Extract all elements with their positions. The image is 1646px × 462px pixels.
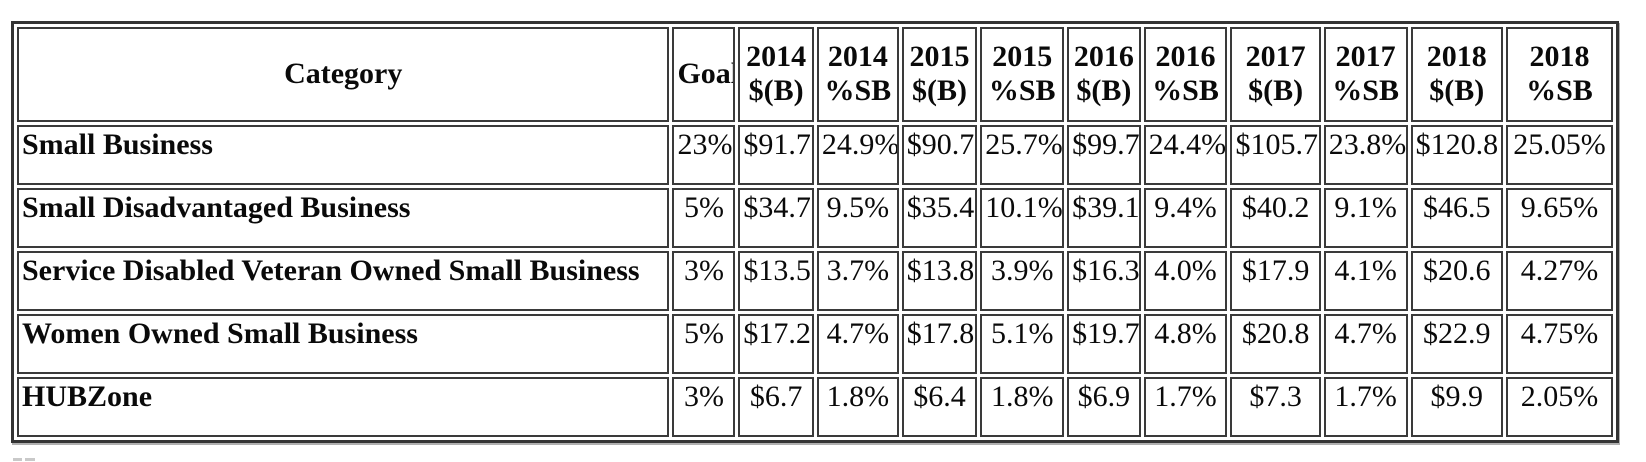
category-cell: Service Disabled Veteran Owned Small Bus… — [17, 251, 670, 311]
value-cell: $20.6 — [1410, 251, 1503, 311]
value-cell: $6.9 — [1067, 377, 1141, 437]
value-cell: 1.7% — [1143, 377, 1228, 437]
value-cell: $40.2 — [1230, 188, 1321, 248]
value-cell: $39.1 — [1067, 188, 1141, 248]
value-cell: $13.8 — [901, 251, 978, 311]
col-header-2014-pct-sb: 2014 %SB — [816, 27, 899, 122]
category-cell: Women Owned Small Business — [17, 314, 670, 374]
value-cell: $7.3 — [1230, 377, 1321, 437]
col-header-2017-pct-sb: 2017 %SB — [1323, 27, 1408, 122]
value-cell: 25.7% — [980, 125, 1065, 185]
value-cell: 9.5% — [816, 188, 899, 248]
goal-cell: 23% — [672, 125, 736, 185]
value-cell: $20.8 — [1230, 314, 1321, 374]
value-cell: 9.4% — [1143, 188, 1228, 248]
value-cell: 1.7% — [1323, 377, 1408, 437]
value-cell: 4.0% — [1143, 251, 1228, 311]
value-cell: 24.4% — [1143, 125, 1228, 185]
value-cell: $22.9 — [1410, 314, 1503, 374]
value-cell: 1.8% — [816, 377, 899, 437]
value-cell: 10.1% — [980, 188, 1065, 248]
header-row: Category Goal 2014 $(B) 2014 %SB 2015 $(… — [17, 27, 1613, 122]
clipped-text-fragment — [13, 458, 37, 461]
value-cell: 25.05% — [1505, 125, 1613, 185]
value-cell: 9.1% — [1323, 188, 1408, 248]
col-header-2018-pct-sb: 2018 %SB — [1505, 27, 1613, 122]
table-row-service-disabled-veteran-owned-small-business: Service Disabled Veteran Owned Small Bus… — [17, 251, 1613, 311]
value-cell: $46.5 — [1410, 188, 1503, 248]
table-row-hubzone: HUBZone 3% $6.7 1.8% $6.4 1.8% $6.9 1.7%… — [17, 377, 1613, 437]
goal-cell: 5% — [672, 314, 736, 374]
table-row-women-owned-small-business: Women Owned Small Business 5% $17.2 4.7%… — [17, 314, 1613, 374]
value-cell: $120.8 — [1410, 125, 1503, 185]
value-cell: 5.1% — [980, 314, 1065, 374]
goal-cell: 5% — [672, 188, 736, 248]
col-header-2017-dollars: 2017 $(B) — [1230, 27, 1321, 122]
value-cell: $17.2 — [738, 314, 814, 374]
value-cell: 4.8% — [1143, 314, 1228, 374]
small-business-goals-table: Category Goal 2014 $(B) 2014 %SB 2015 $(… — [11, 21, 1619, 443]
category-cell: Small Disadvantaged Business — [17, 188, 670, 248]
col-header-2014-dollars: 2014 $(B) — [738, 27, 814, 122]
value-cell: $34.7 — [738, 188, 814, 248]
goal-cell: 3% — [672, 251, 736, 311]
value-cell: $9.9 — [1410, 377, 1503, 437]
col-header-2015-pct-sb: 2015 %SB — [980, 27, 1065, 122]
value-cell: $90.7 — [901, 125, 978, 185]
table-row-small-disadvantaged-business: Small Disadvantaged Business 5% $34.7 9.… — [17, 188, 1613, 248]
value-cell: $19.7 — [1067, 314, 1141, 374]
value-cell: $105.7 — [1230, 125, 1321, 185]
value-cell: 24.9% — [816, 125, 899, 185]
value-cell: $6.4 — [901, 377, 978, 437]
value-cell: 4.1% — [1323, 251, 1408, 311]
value-cell: 3.9% — [980, 251, 1065, 311]
table-row-small-business: Small Business 23% $91.7 24.9% $90.7 25.… — [17, 125, 1613, 185]
goal-cell: 3% — [672, 377, 736, 437]
value-cell: $6.7 — [738, 377, 814, 437]
col-header-2015-dollars: 2015 $(B) — [901, 27, 978, 122]
col-header-2016-pct-sb: 2016 %SB — [1143, 27, 1228, 122]
value-cell: $99.7 — [1067, 125, 1141, 185]
col-header-2016-dollars: 2016 $(B) — [1067, 27, 1141, 122]
value-cell: 23.8% — [1323, 125, 1408, 185]
value-cell: $17.9 — [1230, 251, 1321, 311]
value-cell: $91.7 — [738, 125, 814, 185]
col-header-goal: Goal — [672, 27, 736, 122]
value-cell: 4.7% — [1323, 314, 1408, 374]
value-cell: $35.4 — [901, 188, 978, 248]
value-cell: $16.3 — [1067, 251, 1141, 311]
value-cell: 4.75% — [1505, 314, 1613, 374]
value-cell: 3.7% — [816, 251, 899, 311]
value-cell: $17.8 — [901, 314, 978, 374]
col-header-category: Category — [17, 27, 670, 122]
value-cell: 9.65% — [1505, 188, 1613, 248]
value-cell: 4.7% — [816, 314, 899, 374]
value-cell: 4.27% — [1505, 251, 1613, 311]
col-header-2018-dollars: 2018 $(B) — [1410, 27, 1503, 122]
value-cell: 2.05% — [1505, 377, 1613, 437]
category-cell: Small Business — [17, 125, 670, 185]
value-cell: $13.5 — [738, 251, 814, 311]
category-cell: HUBZone — [17, 377, 670, 437]
value-cell: 1.8% — [980, 377, 1065, 437]
